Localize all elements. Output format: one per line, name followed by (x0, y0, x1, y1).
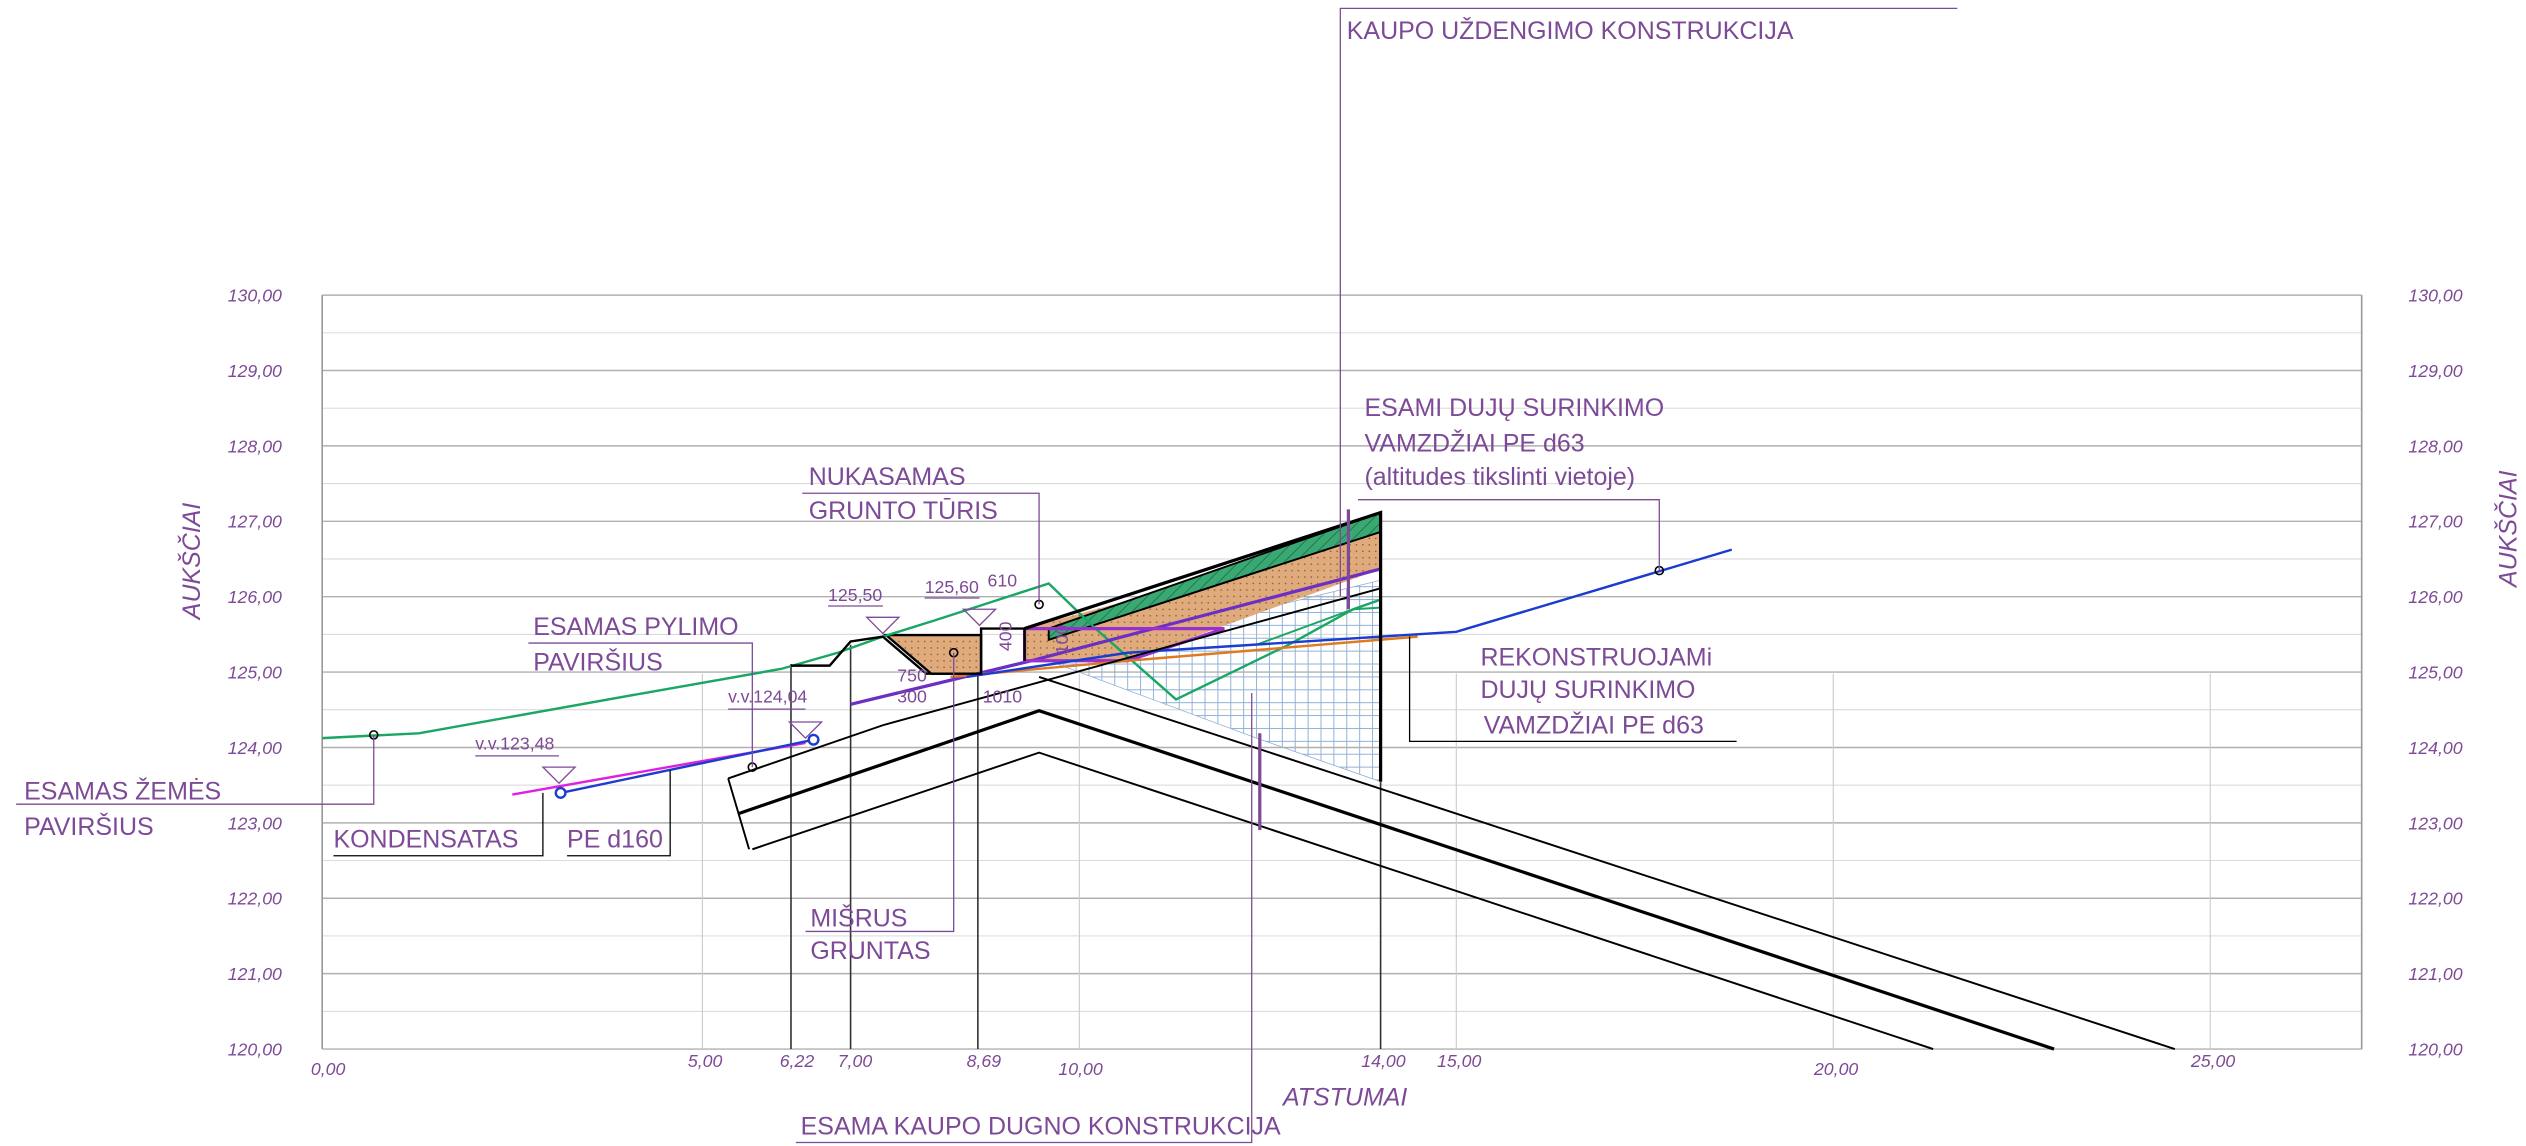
annotation: NUKASAMAS (809, 463, 966, 491)
y-tick-label: 120,00 (228, 1039, 282, 1059)
annotation: ESAMAS PYLIMO (533, 613, 738, 641)
y-tick-label: 129,00 (228, 361, 282, 381)
annotation: ESAMAS ŽEMĖS (24, 776, 221, 805)
x-tick-label: 15,00 (1437, 1051, 1481, 1071)
level-symbol (924, 597, 998, 627)
x-tick-label: 20,00 (1813, 1059, 1858, 1079)
y-tick-label: 121,00 (2408, 964, 2462, 984)
annotation: PAVIRŠIUS (533, 647, 663, 676)
y-tick-label: 124,00 (228, 738, 282, 758)
leader (16, 734, 375, 805)
leader (1339, 7, 1958, 597)
blue-line (966, 548, 1733, 679)
annotation: (altitudes tikslinti vietoje) (1364, 463, 1635, 491)
dimension: 300 (897, 687, 927, 707)
axis-label: AUKŠČIAI (177, 503, 206, 622)
y-tick-label: 127,00 (228, 512, 282, 532)
axes: AUKŠČIAI AUKŠČIAI ATSTUMAI 0,00 5,00 6,2… (177, 286, 2523, 1112)
axis-label: AUKŠČIAI (2493, 470, 2522, 589)
y-tick-label: 128,00 (228, 436, 282, 456)
annotation: REKONSTRUOJAMi (1480, 644, 1712, 672)
dimension: 1010 (983, 687, 1023, 707)
x-tick-label: 8,69 (967, 1051, 1002, 1071)
x-tick-label: 5,00 (688, 1051, 723, 1071)
annotations: KAUPO UŽDENGIMO KONSTRUKCIJA ESAMI DUJŲ … (24, 16, 1794, 1140)
leader (1408, 636, 1737, 742)
dimension: 400 (996, 621, 1016, 651)
y-tick-label: 123,00 (2408, 813, 2462, 833)
annotation: MIŠRUS (810, 904, 907, 933)
y-tick-label: 121,00 (228, 964, 282, 984)
y-tick-label: 122,00 (2408, 889, 2462, 909)
leader (1358, 499, 1660, 571)
dimension: 100 (1052, 625, 1072, 655)
level-symbol (475, 755, 577, 785)
green-line-2 (1256, 606, 1381, 646)
level-symbol (828, 605, 901, 635)
drawing (322, 509, 2176, 1051)
level-symbol (728, 708, 824, 740)
pipe-end (554, 786, 567, 799)
dimension: 750 (897, 666, 927, 686)
annotation: ESAMA KAUPO DUGNO KONSTRUKCIJA (801, 1112, 1281, 1140)
y-tick-label: 127,00 (2408, 512, 2462, 532)
y-tick-label: 130,00 (228, 286, 282, 306)
x-tick-label: 6,22 (780, 1051, 815, 1071)
y-tick-label: 125,00 (228, 663, 282, 683)
leader (802, 492, 1040, 605)
leaders (16, 7, 1958, 1144)
annotation: KONDENSATAS (333, 826, 518, 854)
y-tick-label: 122,00 (228, 889, 282, 909)
annotation: ESAMI DUJŲ SURINKIMO (1364, 394, 1664, 422)
y-tick-label: 130,00 (2408, 286, 2462, 306)
dimension: 610 (988, 571, 1018, 591)
y-tick-label: 129,00 (2408, 361, 2462, 381)
annotation: PE d160 (567, 826, 663, 854)
dimension: v.v.123,48 (475, 733, 554, 753)
annotation: GRUNTAS (810, 937, 930, 965)
dimension: 125,60 (925, 577, 979, 597)
leader (795, 693, 1253, 1144)
x-tick-label: 0,00 (311, 1059, 346, 1079)
annotation: VAMZDŽIAI PE d63 (1364, 428, 1584, 457)
black-mid (737, 709, 2055, 1051)
black-low (752, 751, 1934, 1050)
x-tick-label: 25,00 (2190, 1051, 2235, 1071)
leader (567, 770, 671, 857)
axis-label: ATSTUMAI (1281, 1083, 1407, 1111)
black-top (727, 587, 1381, 780)
annotation: KAUPO UŽDENGIMO KONSTRUKCIJA (1347, 16, 1794, 45)
annotation: DUJŲ SURINKIMO (1480, 676, 1695, 704)
pipe-end (807, 733, 820, 746)
ground-line (322, 582, 1382, 740)
leader (805, 652, 955, 933)
dimension: 125,50 (828, 585, 882, 605)
y-tick-label: 124,00 (2408, 738, 2462, 758)
y-tick-label: 125,00 (2408, 663, 2462, 683)
y-tick-label: 128,00 (2408, 436, 2462, 456)
x-tick-label: 14,00 (1361, 1051, 1405, 1071)
annotation: GRUNTO TŪRIS (809, 497, 998, 525)
y-tick-label: 126,00 (228, 587, 282, 607)
embankment (790, 627, 1026, 675)
y-tick-label: 120,00 (2408, 1039, 2462, 1059)
y-tick-label: 123,00 (228, 813, 282, 833)
leader (333, 792, 544, 857)
y-tick-label: 126,00 (2408, 587, 2462, 607)
x-tick-label: 7,00 (838, 1051, 873, 1071)
dimension: v.v.124,04 (728, 687, 807, 707)
annotation: PAVIRŠIUS (24, 812, 154, 841)
black-upper (1038, 675, 2176, 1050)
cover-top (1024, 510, 1383, 782)
pe160-pipe (560, 738, 814, 795)
x-tick-label: 10,00 (1058, 1059, 1102, 1079)
annotation: VAMZDŽIAI PE d63 (1484, 710, 1704, 739)
leader (528, 642, 753, 768)
